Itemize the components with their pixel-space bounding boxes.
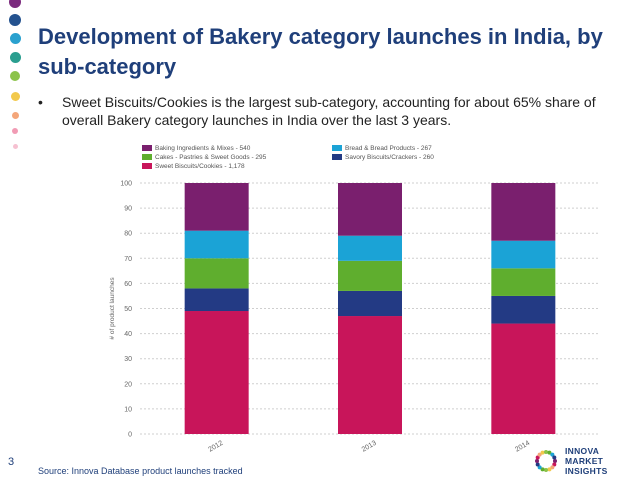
logo-dot bbox=[535, 455, 540, 460]
bar-segment bbox=[491, 295, 556, 324]
logo-dot bbox=[553, 459, 557, 463]
bar-segment bbox=[491, 240, 556, 269]
y-tick-label: 30 bbox=[124, 356, 132, 363]
logo-dot bbox=[552, 455, 557, 460]
innova-logo: INNOVA MARKET INSIGHTS bbox=[533, 444, 633, 478]
logo-line-2: MARKET bbox=[565, 456, 604, 466]
slide-title: Development of Bakery category launches … bbox=[38, 24, 603, 79]
legend-item: Cakes - Pastries & Sweet Goods - 295 bbox=[142, 154, 266, 162]
legend-swatch bbox=[142, 163, 152, 170]
y-tick-label: 70 bbox=[124, 256, 132, 263]
page-number: 3 bbox=[8, 456, 15, 468]
legend-item: Bread & Bread Products - 267 bbox=[332, 145, 432, 153]
logo-dot bbox=[550, 452, 555, 457]
legend-label: Sweet Biscuits/Cookies - 1,178 bbox=[155, 163, 245, 170]
legend-label: Cakes - Pastries & Sweet Goods - 295 bbox=[155, 154, 267, 161]
legend-swatch bbox=[142, 154, 152, 161]
source-note: Source: Innova Database product launches… bbox=[38, 466, 243, 476]
logo-dot bbox=[540, 467, 545, 472]
logo-dot bbox=[544, 468, 548, 472]
bar-segment bbox=[184, 230, 249, 259]
logo-dot bbox=[537, 465, 542, 470]
legend-swatch bbox=[142, 145, 152, 152]
legend-swatch bbox=[332, 145, 342, 152]
decorative-dot bbox=[12, 144, 18, 149]
y-tick-label: 50 bbox=[124, 306, 132, 313]
legend-label: Baking Ingredients & Mixes - 540 bbox=[155, 145, 251, 152]
bar-segment bbox=[184, 183, 249, 231]
logo-line-1: INNOVA bbox=[565, 446, 600, 456]
bar-segment bbox=[338, 183, 402, 236]
bar-segment bbox=[184, 311, 249, 434]
chart-legend: Baking Ingredients & Mixes - 540 Cakes - … bbox=[142, 145, 442, 175]
logo-dot bbox=[537, 452, 542, 457]
logo-dot bbox=[544, 450, 548, 454]
logo-dot bbox=[547, 450, 552, 455]
bar-segment bbox=[338, 290, 402, 317]
bar-segment bbox=[184, 258, 249, 289]
logo-dot bbox=[535, 462, 540, 467]
y-tick-label: 60 bbox=[124, 281, 132, 288]
logo-dot bbox=[550, 465, 555, 470]
x-tick-label: 2013 bbox=[361, 440, 378, 454]
y-tick-label: 20 bbox=[124, 381, 132, 388]
legend-item: Sweet Biscuits/Cookies - 1,178 bbox=[142, 163, 245, 171]
decorative-dot bbox=[9, 14, 21, 26]
decorative-dot bbox=[10, 92, 20, 101]
decorative-dot bbox=[12, 128, 18, 134]
bar-segment bbox=[338, 316, 402, 434]
y-tick-label: 40 bbox=[124, 331, 132, 338]
legend-swatch bbox=[332, 154, 342, 161]
legend-item: Savory Biscuits/Crackers - 260 bbox=[332, 154, 434, 162]
x-tick-label: 2014 bbox=[514, 440, 531, 454]
bar-segment bbox=[184, 288, 249, 312]
bullet-text: Sweet Biscuits/Cookies is the largest su… bbox=[62, 94, 596, 128]
decorative-dot bbox=[10, 71, 20, 81]
bar-segment bbox=[338, 235, 402, 261]
logo-dot bbox=[540, 450, 545, 455]
bar-segment bbox=[491, 268, 556, 296]
bar-segment bbox=[491, 183, 556, 241]
y-tick-label: 10 bbox=[124, 406, 132, 413]
y-tick-label: 80 bbox=[124, 231, 132, 238]
y-axis-label: # of product launches bbox=[109, 277, 116, 340]
stacked-bar-chart: 0 10 20 30 40 50 60 70 80 90 100 # of product launc… bbox=[109, 181, 600, 454]
bullet-mark: • bbox=[38, 94, 43, 110]
decorative-dot bbox=[9, 0, 21, 8]
logo-dot bbox=[535, 459, 539, 463]
legend-label: Bread & Bread Products - 267 bbox=[345, 145, 432, 152]
logo-text: INNOVA MARKET INSIGHTS bbox=[565, 446, 608, 476]
decorative-dot bbox=[9, 52, 21, 63]
decorative-dot bbox=[9, 33, 21, 44]
y-tick-label: 100 bbox=[120, 181, 132, 188]
y-tick-label: 0 bbox=[128, 432, 132, 439]
logo-line-3: INSIGHTS bbox=[565, 466, 608, 476]
logo-dot bbox=[552, 462, 557, 467]
x-tick-label: 2012 bbox=[207, 440, 224, 454]
y-tick-label: 90 bbox=[124, 206, 132, 213]
decorative-dot bbox=[11, 112, 19, 119]
logo-ring-icon bbox=[535, 450, 557, 472]
legend-label: Savory Biscuits/Crackers - 260 bbox=[345, 154, 434, 161]
bar-segment bbox=[338, 260, 402, 291]
logo-dot bbox=[547, 467, 552, 472]
bar-segment bbox=[491, 323, 556, 434]
legend-item: Baking Ingredients & Mixes - 540 bbox=[142, 145, 250, 153]
